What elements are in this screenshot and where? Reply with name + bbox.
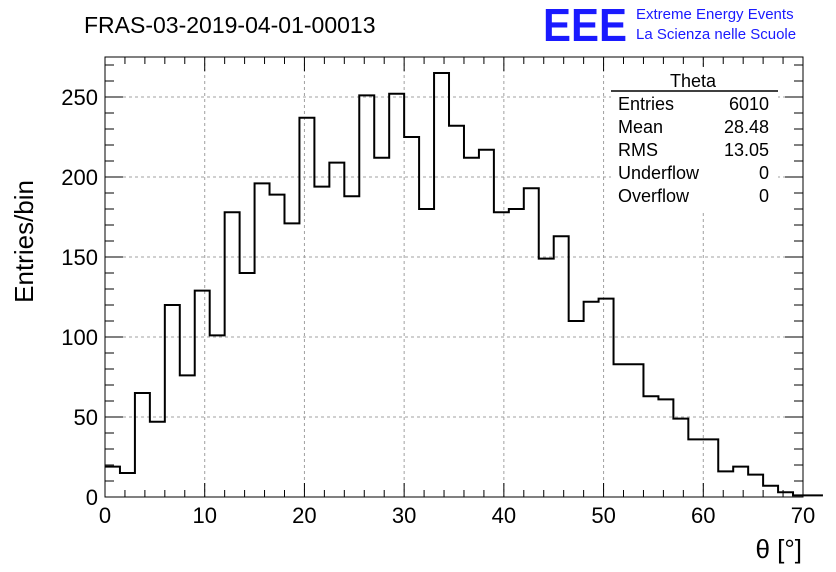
x-axis-label: θ [°] — [755, 534, 802, 564]
x-tick-label: 30 — [392, 503, 416, 528]
stats-row-label: Mean — [618, 117, 663, 137]
histogram-series — [105, 72, 823, 497]
y-tick-label: 100 — [61, 325, 98, 350]
x-tick-label: 0 — [99, 503, 111, 528]
stats-row-value: 0 — [759, 163, 769, 183]
y-tick-label: 200 — [61, 165, 98, 190]
x-tick-label: 50 — [591, 503, 615, 528]
y-tick-label: 150 — [61, 245, 98, 270]
plot-frame — [104, 56, 804, 498]
stats-row-value: 6010 — [729, 94, 769, 114]
grid-lines — [105, 57, 803, 497]
stats-row-label: Underflow — [618, 163, 700, 183]
stats-row-label: RMS — [618, 140, 658, 160]
y-tick-label: 250 — [61, 85, 98, 110]
y-tick-label: 50 — [74, 405, 98, 430]
x-tick-label: 60 — [691, 503, 715, 528]
stats-row-label: Overflow — [618, 186, 690, 206]
logo-mark: EEE — [543, 0, 627, 51]
x-tick-label: 70 — [791, 503, 815, 528]
stats-rows: Entries 6010 Mean 28.48 RMS 13.05 Underflow 0 Ov… — [618, 94, 769, 206]
stats-row-value: 0 — [759, 186, 769, 206]
stats-row-value: 28.48 — [724, 117, 769, 137]
tick-labels: 0 10 20 30 40 50 60 70 0 50 100 150 200 250 — [61, 85, 815, 528]
chart-title: FRAS-03-2019-04-01-00013 — [84, 12, 376, 38]
y-tick-label: 0 — [86, 485, 98, 510]
stats-row-value: 13.05 — [724, 140, 769, 160]
stats-title: Theta — [670, 71, 717, 91]
x-tick-label: 40 — [492, 503, 516, 528]
y-axis-label: Entries/bin — [9, 180, 39, 303]
stats-box: Theta Entries 6010 Mean 28.48 RMS 13.05 Underf… — [611, 67, 778, 212]
x-tick-label: 20 — [292, 503, 316, 528]
eee-logo: EEE Extreme Energy Events La Scienza nel… — [543, 0, 796, 51]
x-tick-label: 10 — [192, 503, 216, 528]
logo-line1: Extreme Energy Events — [636, 6, 794, 23]
stats-row-label: Entries — [618, 94, 674, 114]
logo-line2: La Scienza nelle Scuole — [636, 26, 796, 43]
